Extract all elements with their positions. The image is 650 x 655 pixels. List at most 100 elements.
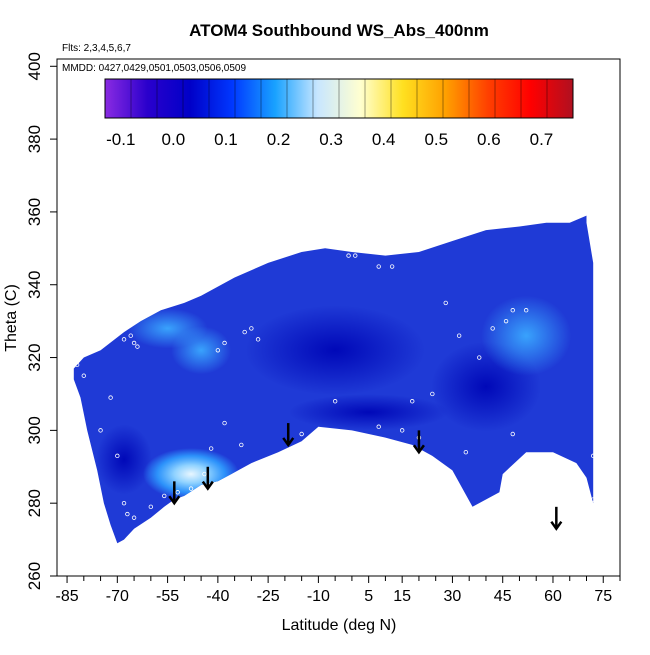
dates-annotation: MMDD: 0427,0429,0501,0503,0506,0509 (62, 63, 246, 74)
dark-core-center (245, 305, 426, 396)
x-axis: -85 -70 -55 -40 -25 -10 5 15 30 45 60 75 (55, 576, 621, 605)
sample-point (510, 431, 515, 437)
sample-point (255, 337, 261, 342)
arrow-marker (201, 466, 214, 491)
field-fill (73, 215, 594, 544)
sample-point (332, 399, 338, 404)
colorbar-tick-label: 0.7 (530, 130, 554, 149)
sample-point (443, 300, 448, 306)
colorbar: -0.1 0.0 0.1 0.2 0.3 0.4 0.5 0.6 0.7 (104, 78, 574, 149)
sample-point (98, 428, 103, 433)
colorbar-tick-label: -0.1 (106, 130, 135, 149)
colorbar-tick-label: 0.0 (162, 130, 186, 149)
x-tick-label: 15 (393, 588, 411, 605)
x-tick-label: -40 (206, 588, 229, 605)
x-tick-label: 75 (594, 588, 612, 605)
arrow-head (550, 520, 563, 531)
sample-point (108, 395, 113, 400)
y-tick-label: 400 (25, 52, 44, 80)
heatmap-field (73, 215, 594, 544)
sample-point (175, 490, 180, 495)
sample-point (490, 326, 495, 331)
colorbar-tick-label: 0.1 (214, 130, 238, 149)
sample-point (128, 333, 133, 338)
light-patch-mid (171, 326, 232, 375)
colorbar-tick-label: 0.5 (424, 130, 448, 149)
sample-point (121, 500, 127, 506)
sample-point (135, 344, 140, 349)
arrow-head (412, 444, 425, 455)
arrow-head (282, 437, 295, 448)
x-tick-label: 30 (444, 588, 462, 605)
sample-point (131, 340, 137, 346)
colorbar-tick-label: 0.3 (319, 130, 343, 149)
arrow-marker (282, 423, 295, 448)
y-tick-label: 320 (25, 343, 44, 371)
sample-point (249, 326, 254, 331)
arrow-marker (168, 481, 181, 506)
sample-point (346, 253, 351, 258)
x-tick-label: 45 (494, 588, 512, 605)
y-axis: 260 280 300 320 340 360 380 400 (25, 52, 57, 590)
sample-point (353, 253, 358, 258)
sample-point (590, 497, 596, 502)
colorbar-tick-label: 0.4 (372, 130, 396, 149)
sample-point (121, 337, 127, 342)
sample-point (215, 348, 221, 353)
sample-point (299, 431, 304, 437)
sample-point (517, 460, 522, 466)
arrow-marker (412, 430, 425, 455)
sample-point (477, 355, 482, 360)
x-tick-label: -25 (257, 588, 280, 605)
sample-point (376, 264, 381, 269)
sample-point (115, 453, 120, 459)
colorbar-tick-label: 0.2 (267, 130, 291, 149)
sample-point (148, 504, 154, 510)
arrow-head (201, 480, 214, 491)
sample-point (222, 340, 227, 346)
y-tick-label: 380 (25, 125, 44, 153)
sample-point (74, 362, 80, 368)
sample-point (162, 493, 167, 499)
sample-point (399, 428, 405, 433)
x-tick-label: 60 (544, 588, 562, 605)
sample-point (208, 446, 214, 451)
x-tick-label: -70 (106, 588, 129, 605)
sample-point (510, 308, 515, 313)
sample-point (188, 486, 194, 491)
plot-frame (56, 58, 621, 577)
peak-patch (143, 448, 240, 501)
sample-points (74, 253, 596, 520)
dark-core-low (288, 394, 449, 431)
sample-point (456, 333, 462, 338)
sample-point (389, 264, 395, 269)
sample-point (81, 373, 87, 378)
sample-point (503, 318, 509, 324)
y-tick-label: 360 (25, 198, 44, 226)
sample-point (463, 450, 469, 455)
flights-annotation: Flts: 2,3,4,5,6,7 (62, 43, 131, 54)
y-tick-label: 280 (25, 489, 44, 517)
x-tick-label: -85 (55, 588, 78, 605)
sample-point (590, 453, 596, 459)
chart-title: ATOM4 Southbound WS_Abs_400nm (189, 21, 489, 40)
sample-point (125, 511, 130, 517)
y-tick-label: 340 (25, 271, 44, 299)
arrow-marker (550, 506, 563, 531)
dark-core-sw (96, 424, 153, 495)
x-tick-label: -10 (307, 588, 330, 605)
x-axis-label: Latitude (deg N) (282, 617, 397, 634)
sample-point (239, 442, 244, 448)
y-tick-label: 300 (25, 416, 44, 444)
y-tick-label: 260 (25, 562, 44, 590)
x-tick-label: 5 (364, 588, 373, 605)
sample-point (410, 399, 415, 404)
sample-point (242, 329, 247, 335)
sample-point (430, 391, 435, 397)
tropopause-arrows (168, 423, 563, 531)
sample-point (202, 471, 207, 477)
sample-point (131, 515, 137, 520)
sample-point (376, 424, 381, 429)
